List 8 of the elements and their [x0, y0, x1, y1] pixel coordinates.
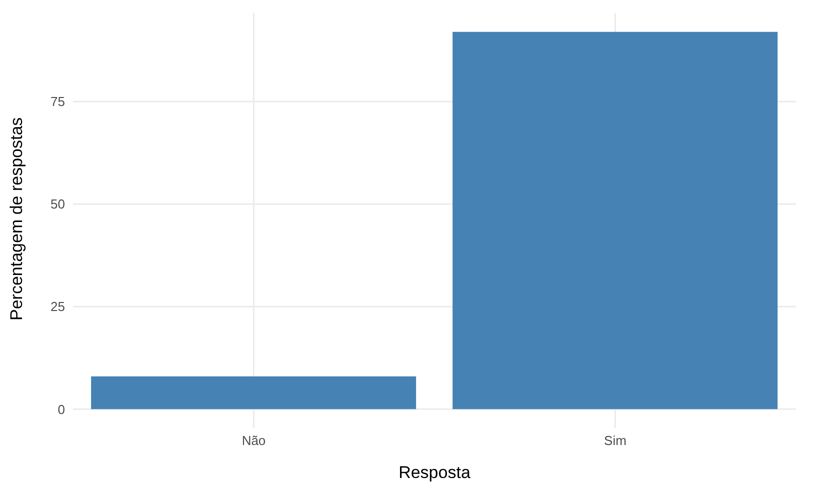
x-axis-title: Resposta — [398, 463, 471, 482]
y-tick-label: 50 — [50, 196, 65, 212]
x-tick-label: Não — [242, 433, 266, 448]
y-tick-label: 25 — [50, 299, 65, 314]
y-tick-label: 75 — [50, 94, 65, 110]
y-tick-label: 0 — [58, 402, 65, 417]
y-axis-title: Percentagem de respostas — [7, 117, 26, 320]
x-tick-label: Sim — [604, 433, 626, 448]
